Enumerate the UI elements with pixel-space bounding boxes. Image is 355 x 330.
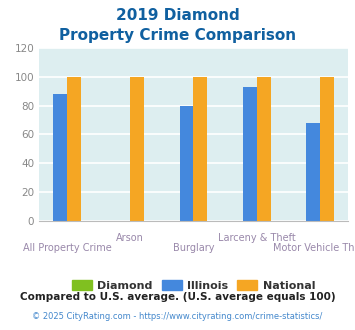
Legend: Diamond, Illinois, National: Diamond, Illinois, National: [67, 276, 320, 295]
Bar: [53, 94, 67, 221]
Bar: [257, 77, 271, 221]
Text: Burglary: Burglary: [173, 243, 214, 253]
Bar: [306, 123, 320, 221]
Bar: [320, 77, 334, 221]
Text: Larceny & Theft: Larceny & Theft: [218, 233, 296, 243]
Bar: [193, 77, 207, 221]
Bar: [130, 77, 144, 221]
Text: Property Crime Comparison: Property Crime Comparison: [59, 28, 296, 43]
Bar: [180, 106, 193, 221]
Bar: [67, 77, 81, 221]
Text: Compared to U.S. average. (U.S. average equals 100): Compared to U.S. average. (U.S. average …: [20, 292, 335, 302]
Text: Motor Vehicle Theft: Motor Vehicle Theft: [273, 243, 355, 253]
Text: Arson: Arson: [116, 233, 144, 243]
Text: All Property Crime: All Property Crime: [23, 243, 111, 253]
Bar: [243, 87, 257, 221]
Text: 2019 Diamond: 2019 Diamond: [116, 8, 239, 23]
Text: © 2025 CityRating.com - https://www.cityrating.com/crime-statistics/: © 2025 CityRating.com - https://www.city…: [32, 312, 323, 321]
